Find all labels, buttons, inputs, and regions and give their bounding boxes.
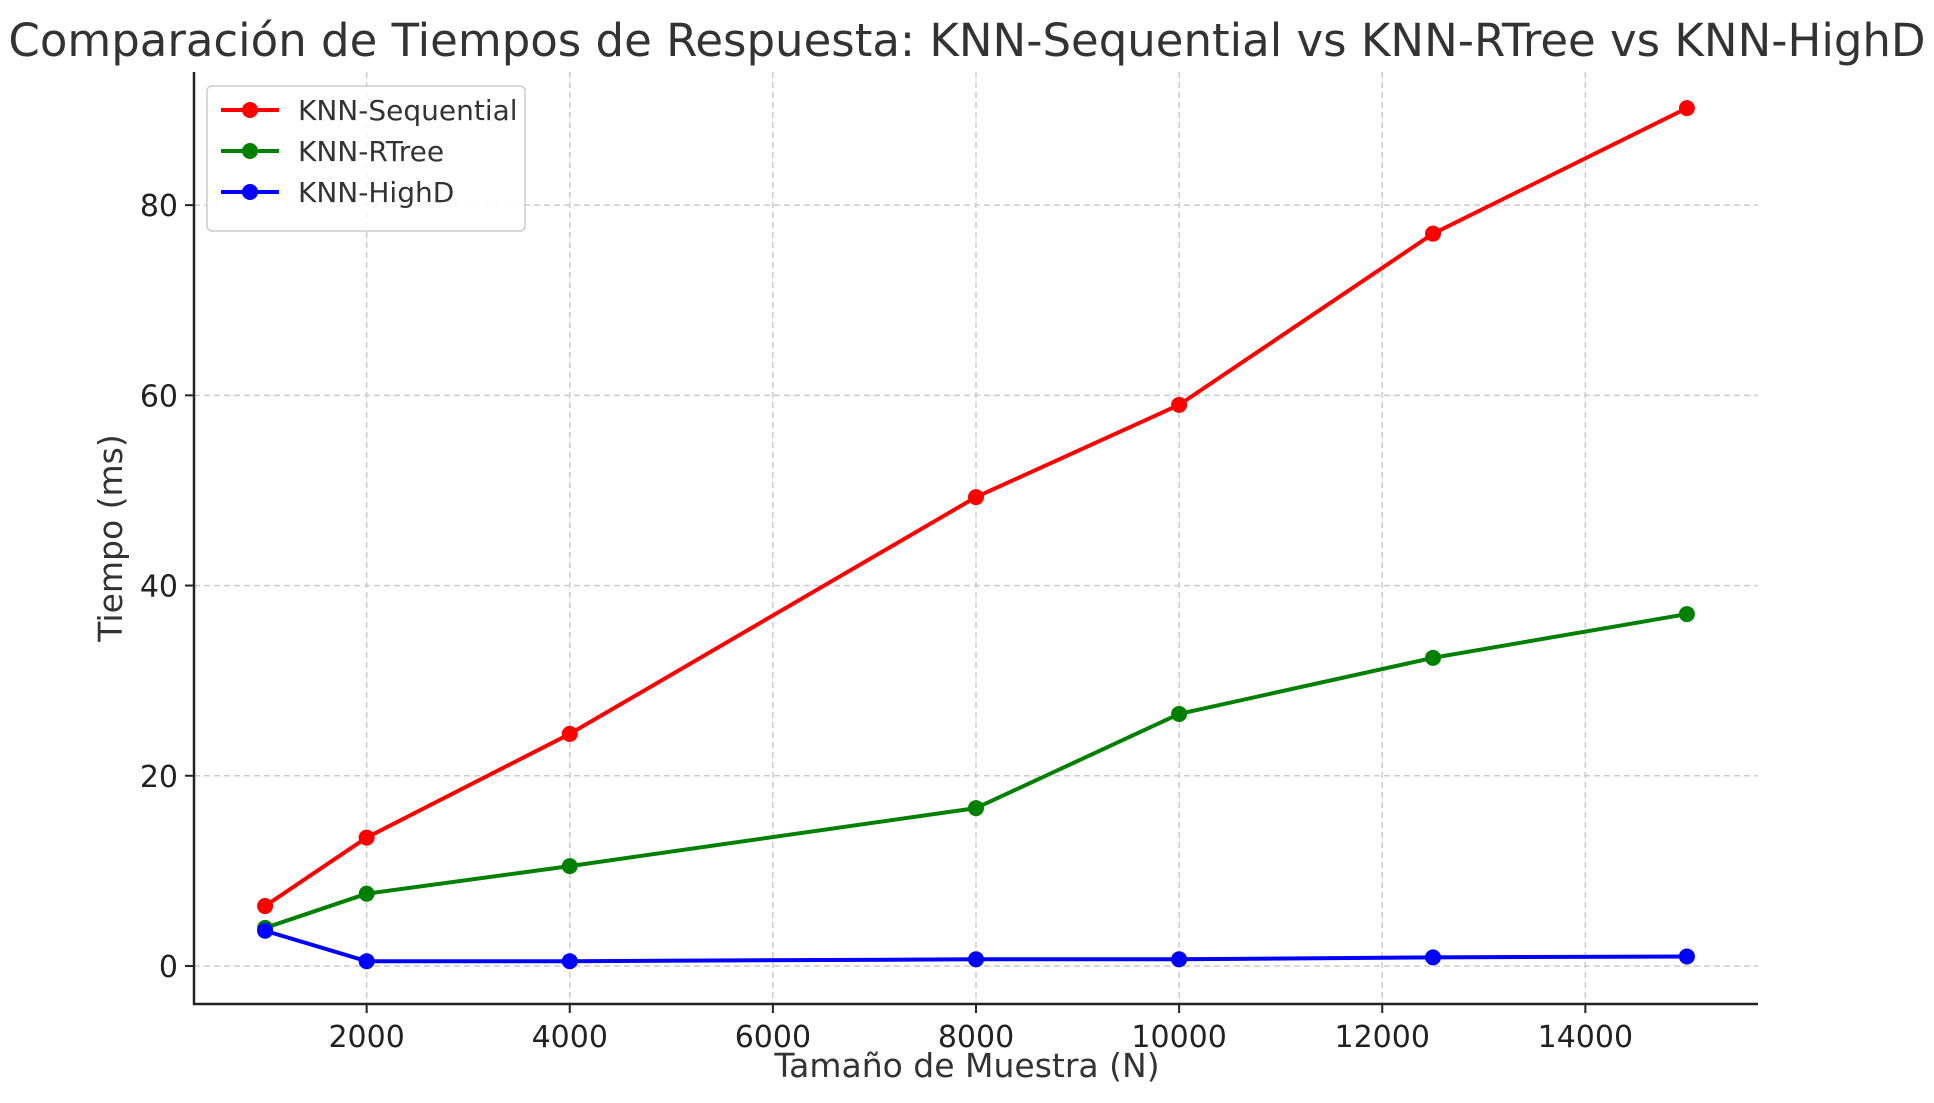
y-axis-label: Tiempo (ms) (91, 434, 130, 642)
data-point (257, 922, 274, 939)
data-point (257, 898, 274, 915)
y-tick-label: 0 (159, 950, 178, 985)
y-tick-label: 60 (140, 379, 178, 414)
data-point (1171, 951, 1188, 968)
y-tick-label: 80 (140, 189, 178, 224)
x-tick-label: 14000 (1538, 1020, 1633, 1055)
data-point (968, 951, 984, 968)
legend-swatch-marker (242, 102, 258, 118)
data-point (1425, 225, 1442, 242)
y-tick-label: 40 (140, 570, 178, 605)
x-tick-label: 6000 (735, 1020, 811, 1055)
x-tick-label: 8000 (938, 1020, 1014, 1055)
x-tick-label: 10000 (1131, 1020, 1226, 1055)
data-point (968, 800, 984, 817)
data-point (358, 885, 375, 902)
x-tick-label: 12000 (1335, 1020, 1430, 1055)
legend: KNN-Sequential KNN-RTree KNN-HighD (206, 85, 526, 232)
legend-item: KNN-RTree (221, 135, 444, 168)
x-axis-label: Tamaño de Muestra (N) (773, 1046, 1159, 1085)
y-tick-label: 20 (140, 760, 178, 795)
data-point (1171, 705, 1188, 722)
data-point (1678, 606, 1695, 623)
data-point (968, 489, 984, 506)
legend-item: KNN-HighD (221, 176, 454, 209)
chart-title: Comparación de Tiempos de Respuesta: KNN… (8, 14, 1925, 67)
series-knn-highd (257, 922, 1695, 970)
legend-item: KNN-Sequential (221, 94, 518, 127)
legend-box (206, 85, 526, 232)
x-tick-label: 4000 (532, 1020, 608, 1055)
series-group (257, 100, 1695, 970)
legend-swatch-marker (242, 143, 258, 159)
data-point (358, 829, 375, 846)
data-point (1171, 396, 1188, 413)
data-point (1425, 949, 1442, 966)
series-line (264, 612, 1688, 930)
data-point (561, 858, 578, 875)
legend-swatch-marker (242, 184, 258, 200)
data-point (358, 953, 375, 970)
legend-label: KNN-RTree (298, 135, 444, 168)
data-point (1678, 100, 1695, 117)
data-point (1425, 649, 1442, 666)
data-point (561, 953, 578, 970)
series-knn-sequential (257, 100, 1695, 915)
legend-label: KNN-Sequential (298, 94, 518, 127)
axes: 2000 4000 6000 8000 10000 12000 14000 0 20 40 60 80 (140, 72, 1758, 1055)
data-point (1678, 948, 1695, 965)
x-tick-label: 2000 (328, 1020, 404, 1055)
legend-label: KNN-HighD (298, 176, 454, 209)
axis-spines (192, 72, 1758, 1006)
data-point (561, 725, 578, 742)
